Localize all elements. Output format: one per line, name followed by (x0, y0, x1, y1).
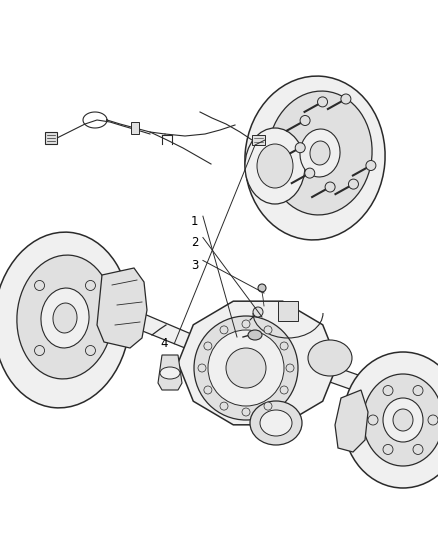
Polygon shape (278, 301, 298, 321)
Ellipse shape (366, 160, 376, 171)
Ellipse shape (363, 374, 438, 466)
Ellipse shape (85, 280, 95, 290)
Ellipse shape (341, 94, 351, 104)
Ellipse shape (0, 232, 130, 408)
Polygon shape (178, 301, 338, 425)
Ellipse shape (245, 128, 305, 204)
Ellipse shape (226, 348, 266, 388)
Ellipse shape (268, 91, 372, 215)
Ellipse shape (35, 345, 45, 356)
Ellipse shape (413, 445, 423, 455)
Ellipse shape (280, 386, 288, 394)
Ellipse shape (393, 409, 413, 431)
Ellipse shape (220, 326, 228, 334)
Ellipse shape (280, 342, 288, 350)
Ellipse shape (198, 364, 206, 372)
Ellipse shape (300, 129, 340, 177)
Ellipse shape (383, 385, 393, 395)
Ellipse shape (264, 326, 272, 334)
Ellipse shape (245, 76, 385, 240)
Ellipse shape (160, 367, 180, 379)
Ellipse shape (305, 168, 315, 178)
Ellipse shape (242, 320, 250, 328)
Polygon shape (97, 268, 147, 348)
Ellipse shape (41, 288, 89, 348)
Ellipse shape (248, 330, 262, 340)
Ellipse shape (428, 415, 438, 425)
Text: 1: 1 (191, 215, 199, 228)
Ellipse shape (204, 386, 212, 394)
Ellipse shape (194, 316, 298, 420)
Ellipse shape (308, 340, 352, 376)
Ellipse shape (260, 410, 292, 436)
Ellipse shape (286, 364, 294, 372)
Ellipse shape (383, 445, 393, 455)
Ellipse shape (325, 182, 335, 192)
Ellipse shape (17, 255, 113, 379)
Ellipse shape (257, 144, 293, 188)
Ellipse shape (208, 330, 284, 406)
Text: 3: 3 (191, 259, 198, 272)
Ellipse shape (300, 116, 310, 125)
Ellipse shape (295, 143, 305, 152)
Ellipse shape (413, 385, 423, 395)
Ellipse shape (368, 415, 378, 425)
Ellipse shape (264, 402, 272, 410)
Polygon shape (130, 308, 210, 358)
Ellipse shape (35, 280, 45, 290)
Ellipse shape (250, 401, 302, 445)
Ellipse shape (204, 342, 212, 350)
Ellipse shape (383, 398, 423, 442)
Ellipse shape (53, 303, 77, 333)
Polygon shape (158, 355, 182, 390)
Ellipse shape (258, 284, 266, 292)
Polygon shape (45, 132, 57, 144)
Text: 2: 2 (191, 236, 199, 249)
Text: 4: 4 (160, 337, 168, 350)
Polygon shape (131, 122, 139, 134)
Ellipse shape (343, 352, 438, 488)
Polygon shape (252, 135, 265, 145)
Ellipse shape (349, 179, 358, 189)
Ellipse shape (242, 408, 250, 416)
Ellipse shape (318, 97, 328, 107)
Ellipse shape (253, 307, 263, 317)
Ellipse shape (310, 141, 330, 165)
Polygon shape (310, 358, 395, 405)
Ellipse shape (85, 345, 95, 356)
Polygon shape (335, 390, 368, 452)
Ellipse shape (220, 402, 228, 410)
